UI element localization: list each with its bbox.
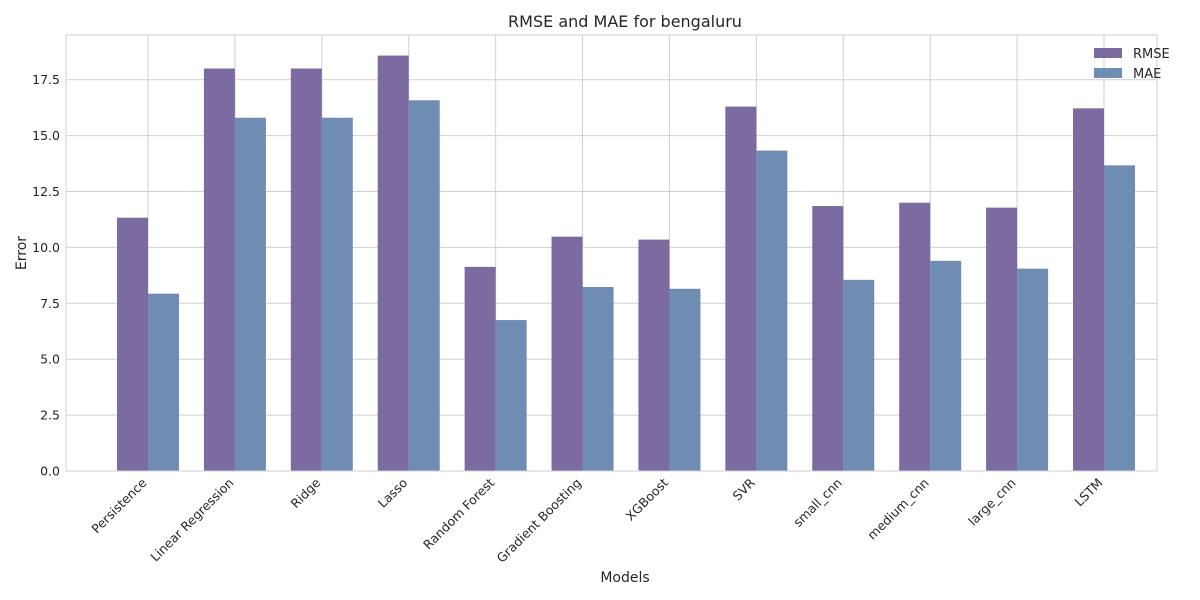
bar-rmse xyxy=(203,68,235,472)
bar-rmse xyxy=(725,106,757,472)
bar-mae xyxy=(843,279,875,471)
bars-layer xyxy=(117,55,1135,472)
y-tick-label: 15.0 xyxy=(32,128,60,143)
bar-mae xyxy=(669,288,701,471)
bar-mae xyxy=(1104,165,1135,471)
y-tick-label: 12.5 xyxy=(32,184,60,199)
chart-title: RMSE and MAE for bengaluru xyxy=(508,12,742,31)
y-tick-label: 5.0 xyxy=(40,352,60,367)
bar-rmse xyxy=(1073,108,1104,471)
bar-rmse xyxy=(638,239,670,471)
bar-rmse xyxy=(899,202,931,471)
legend-label: RMSE xyxy=(1133,47,1170,62)
x-tick-label: Persistence xyxy=(88,475,149,536)
bar-mae xyxy=(1017,268,1049,471)
bar-mae xyxy=(756,150,788,472)
x-axis-label: Models xyxy=(600,570,649,586)
x-tick-label: Gradient Boosting xyxy=(494,475,585,566)
x-tick-label: Ridge xyxy=(287,475,323,511)
x-tick-label: Lasso xyxy=(375,475,411,511)
bar-mae xyxy=(321,117,353,471)
bar-rmse xyxy=(117,217,148,471)
y-tick-label: 10.0 xyxy=(32,240,60,255)
bar-mae xyxy=(930,260,962,471)
x-tick-label: large_cnn xyxy=(965,475,1018,528)
legend-label: MAE xyxy=(1133,67,1161,82)
legend-swatch xyxy=(1094,48,1122,58)
bar-rmse xyxy=(377,55,409,472)
y-ticks: 0.0 2.5 5.0 7.5 10.0 12.5 15.0 17.5 xyxy=(32,72,60,478)
bar-rmse xyxy=(551,236,583,471)
bar-mae xyxy=(408,100,440,471)
bar-rmse xyxy=(464,266,496,471)
y-tick-label: 17.5 xyxy=(32,72,60,87)
x-tick-label: small_cnn xyxy=(790,475,845,530)
x-tick-label: medium_cnn xyxy=(864,475,931,542)
bar-mae xyxy=(582,286,614,471)
y-tick-label: 7.5 xyxy=(40,296,60,311)
bar-rmse xyxy=(812,206,844,472)
y-axis-label: Error xyxy=(14,236,30,270)
legend-swatch xyxy=(1094,68,1122,78)
bar-mae xyxy=(148,293,179,471)
y-tick-label: 0.0 xyxy=(40,464,60,479)
x-tick-label: SVR xyxy=(729,475,758,504)
bar-mae xyxy=(234,117,266,471)
y-tick-label: 2.5 xyxy=(40,408,60,423)
x-tick-label: Linear Regression xyxy=(147,475,236,564)
bar-rmse xyxy=(290,68,322,472)
bar-mae xyxy=(495,320,527,471)
x-tick-label: Random Forest xyxy=(420,475,497,552)
legend: RMSE MAE xyxy=(1094,47,1170,82)
bar-rmse xyxy=(986,207,1018,472)
plot-frame xyxy=(65,34,1158,472)
x-tick-label: XGBoost xyxy=(623,475,672,524)
x-tick-label: LSTM xyxy=(1071,475,1105,509)
